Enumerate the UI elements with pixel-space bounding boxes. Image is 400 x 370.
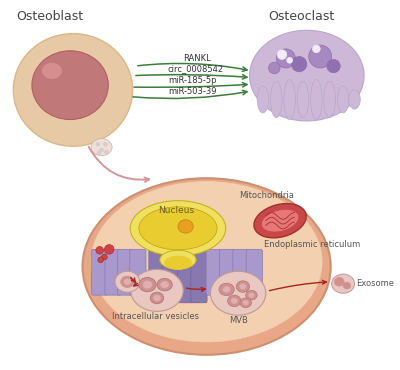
Ellipse shape bbox=[104, 150, 108, 154]
FancyBboxPatch shape bbox=[246, 249, 262, 295]
Ellipse shape bbox=[292, 57, 307, 72]
FancyBboxPatch shape bbox=[233, 249, 249, 295]
Ellipse shape bbox=[139, 278, 156, 292]
Ellipse shape bbox=[309, 45, 332, 68]
Ellipse shape bbox=[96, 246, 104, 254]
Text: MVB: MVB bbox=[229, 316, 248, 325]
Ellipse shape bbox=[96, 142, 100, 146]
Ellipse shape bbox=[240, 298, 252, 307]
Ellipse shape bbox=[250, 30, 364, 121]
Ellipse shape bbox=[178, 220, 193, 233]
Ellipse shape bbox=[223, 287, 230, 292]
Ellipse shape bbox=[154, 295, 160, 301]
Ellipse shape bbox=[157, 279, 172, 291]
Ellipse shape bbox=[311, 80, 322, 120]
Ellipse shape bbox=[287, 57, 292, 63]
Ellipse shape bbox=[91, 139, 112, 156]
Ellipse shape bbox=[161, 282, 168, 288]
Text: Intracellular vesicles: Intracellular vesicles bbox=[112, 312, 198, 321]
Ellipse shape bbox=[139, 207, 217, 250]
Ellipse shape bbox=[312, 45, 320, 53]
Ellipse shape bbox=[32, 51, 108, 120]
Ellipse shape bbox=[104, 245, 114, 254]
Ellipse shape bbox=[210, 271, 266, 315]
Ellipse shape bbox=[262, 209, 299, 232]
Ellipse shape bbox=[243, 301, 248, 305]
Ellipse shape bbox=[332, 274, 354, 293]
FancyBboxPatch shape bbox=[117, 249, 134, 295]
Ellipse shape bbox=[121, 276, 134, 287]
Ellipse shape bbox=[343, 282, 351, 289]
FancyBboxPatch shape bbox=[92, 249, 108, 295]
FancyBboxPatch shape bbox=[191, 246, 207, 303]
Ellipse shape bbox=[98, 257, 104, 263]
Ellipse shape bbox=[324, 81, 336, 118]
Ellipse shape bbox=[165, 256, 191, 269]
Text: Nucleus: Nucleus bbox=[158, 206, 194, 215]
FancyBboxPatch shape bbox=[178, 246, 194, 303]
Ellipse shape bbox=[100, 148, 104, 152]
Ellipse shape bbox=[334, 278, 344, 286]
Text: Mitochondria: Mitochondria bbox=[239, 191, 294, 200]
Ellipse shape bbox=[240, 284, 246, 289]
Ellipse shape bbox=[349, 90, 360, 109]
Ellipse shape bbox=[337, 86, 349, 113]
Text: miR-185-5p: miR-185-5p bbox=[168, 76, 216, 85]
Ellipse shape bbox=[115, 271, 140, 292]
Ellipse shape bbox=[143, 281, 152, 288]
Ellipse shape bbox=[160, 250, 196, 269]
Ellipse shape bbox=[97, 151, 101, 155]
Ellipse shape bbox=[269, 62, 280, 74]
Ellipse shape bbox=[249, 293, 254, 297]
Ellipse shape bbox=[13, 34, 133, 146]
Ellipse shape bbox=[276, 49, 295, 68]
Ellipse shape bbox=[130, 201, 226, 256]
Ellipse shape bbox=[219, 283, 234, 296]
Ellipse shape bbox=[124, 279, 131, 285]
Ellipse shape bbox=[131, 269, 183, 312]
FancyArrowPatch shape bbox=[89, 147, 149, 182]
FancyBboxPatch shape bbox=[130, 249, 146, 295]
Ellipse shape bbox=[254, 204, 306, 238]
FancyBboxPatch shape bbox=[149, 246, 165, 303]
Ellipse shape bbox=[277, 50, 287, 60]
Ellipse shape bbox=[91, 182, 322, 342]
Ellipse shape bbox=[297, 81, 309, 118]
Ellipse shape bbox=[257, 86, 269, 113]
Text: Exosome: Exosome bbox=[356, 279, 394, 287]
Text: Osteoclast: Osteoclast bbox=[269, 10, 335, 23]
FancyBboxPatch shape bbox=[220, 249, 236, 295]
Ellipse shape bbox=[246, 290, 257, 300]
Ellipse shape bbox=[82, 178, 331, 355]
Ellipse shape bbox=[102, 254, 107, 260]
Ellipse shape bbox=[42, 63, 62, 78]
Ellipse shape bbox=[236, 281, 250, 292]
Ellipse shape bbox=[327, 60, 340, 73]
Ellipse shape bbox=[228, 295, 241, 307]
Ellipse shape bbox=[150, 292, 164, 304]
Ellipse shape bbox=[231, 298, 237, 303]
Text: miR-503-39: miR-503-39 bbox=[168, 87, 216, 96]
FancyBboxPatch shape bbox=[162, 246, 178, 303]
Ellipse shape bbox=[104, 142, 107, 146]
Text: Osteoblast: Osteoblast bbox=[17, 10, 84, 23]
Ellipse shape bbox=[284, 80, 295, 120]
Ellipse shape bbox=[270, 81, 282, 118]
Text: circ_0008542: circ_0008542 bbox=[167, 64, 223, 73]
FancyBboxPatch shape bbox=[105, 249, 121, 295]
Text: RANKL: RANKL bbox=[183, 54, 211, 63]
Text: Endoplasmic reticulum: Endoplasmic reticulum bbox=[264, 240, 360, 249]
FancyBboxPatch shape bbox=[206, 249, 222, 295]
